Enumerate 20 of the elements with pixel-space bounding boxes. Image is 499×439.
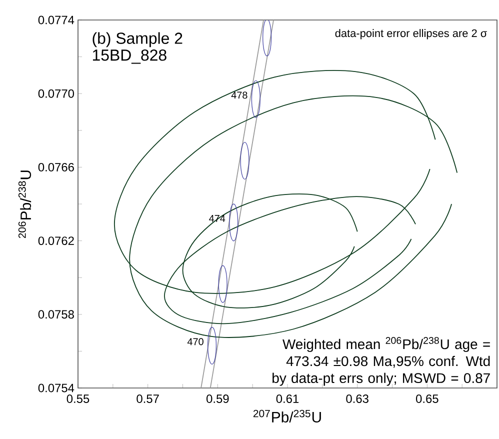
annotation: data-point error ellipses are 2 σ (335, 29, 487, 40)
annotation: 470 (187, 338, 204, 346)
x-tick-label: 0.55 (66, 394, 90, 403)
x-tick-label: 0.61 (276, 394, 299, 403)
annotation: 478 (231, 92, 248, 99)
x-axis-title: $^{207}$Pb/$^{235}$U (253, 410, 321, 422)
x-tick-label: 0.57 (136, 394, 159, 403)
y-axis-title: $^{206}$Pb/$^{238}$U (18, 170, 32, 238)
x-tick-label: 0.59 (206, 394, 229, 403)
y-tick-label: 0.0754 (38, 384, 74, 392)
y-tick-label: 0.0770 (38, 89, 74, 98)
y-tick-label: 0.0758 (38, 310, 74, 319)
y-tick-label: 0.0774 (38, 16, 74, 24)
y-tick-label: 0.0766 (38, 162, 74, 172)
text: (b) Sample 2 (92, 32, 182, 48)
text: 15BD_828 (92, 49, 166, 64)
x-tick-label: 0.65 (416, 394, 438, 403)
y-tick-label: 0.0762 (38, 236, 74, 246)
annotation: Weighted mean $^{206}$Pb/$^{238}$U age = 473.34 ±0.98 Ma,95% conf. Wtd by data-pt errs only; MSWD = 0.87 (272, 337, 490, 386)
x-tick-label: 0.63 (346, 394, 368, 403)
